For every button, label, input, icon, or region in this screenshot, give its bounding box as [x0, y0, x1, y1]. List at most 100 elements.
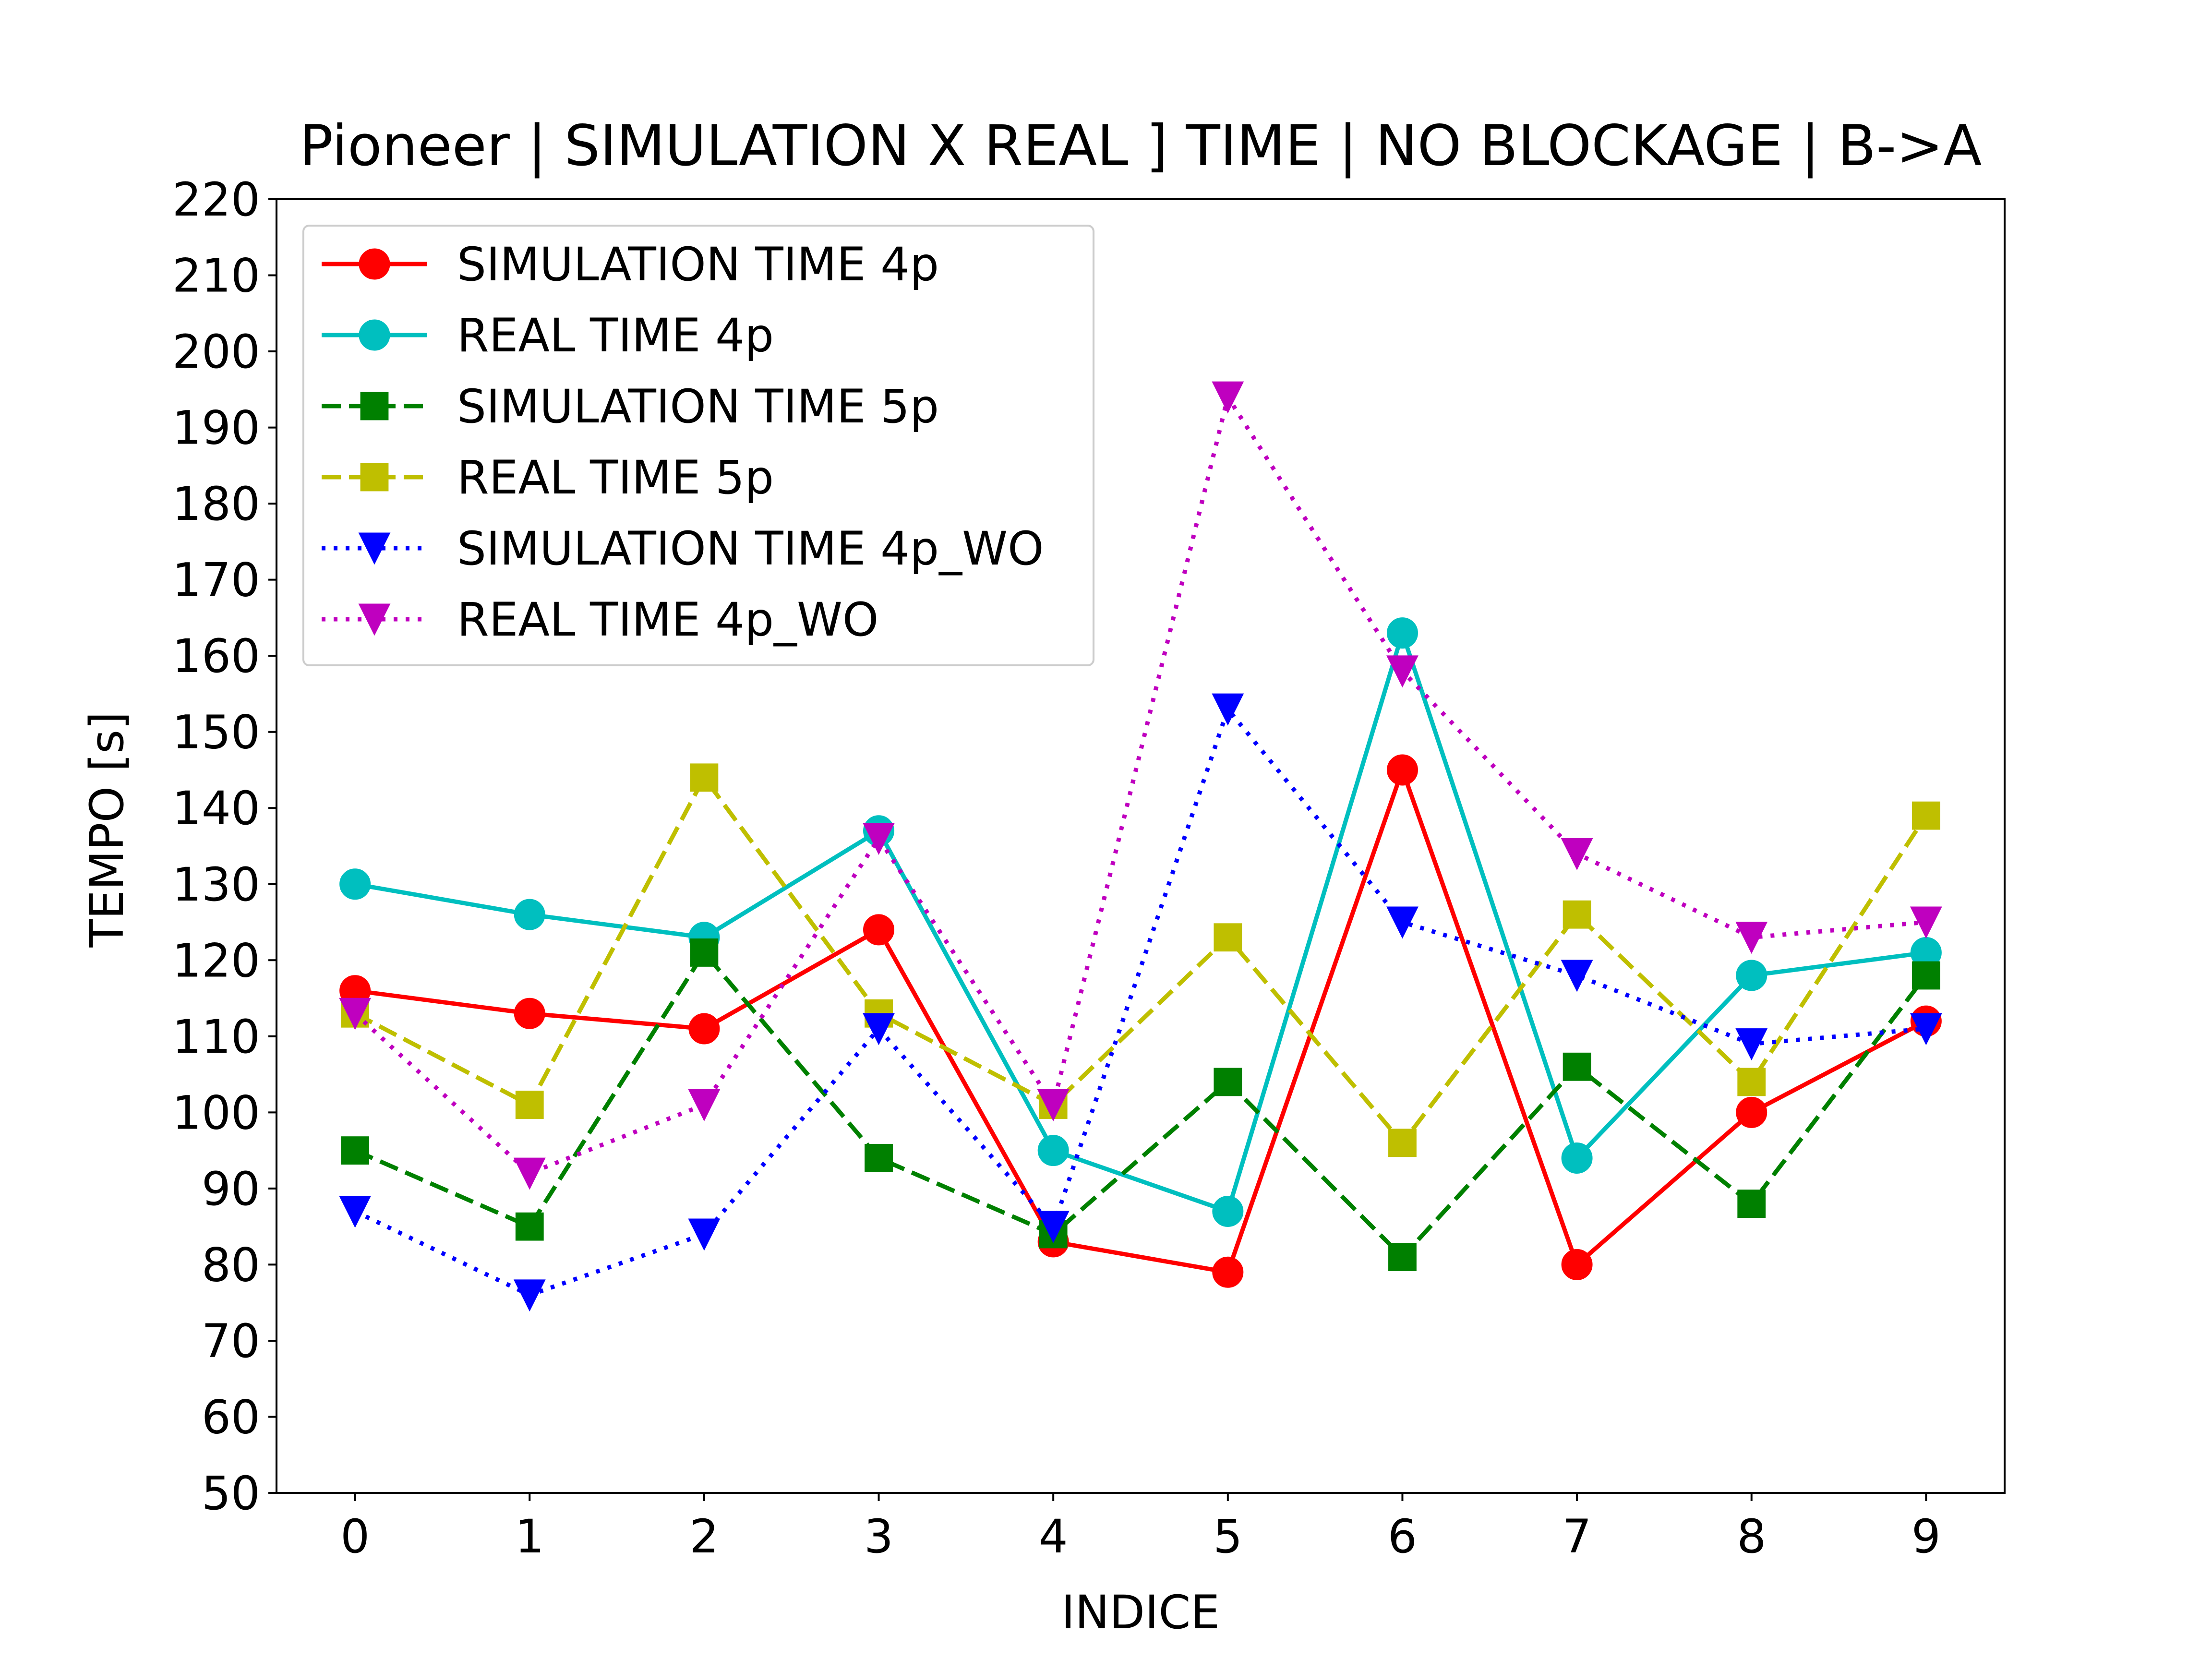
series-group: [339, 693, 1942, 1312]
data-point: [1561, 1142, 1593, 1174]
data-point: [1736, 960, 1767, 991]
data-point: [1910, 906, 1942, 939]
series-line: [354, 775, 1928, 1145]
data-point: [1212, 381, 1244, 414]
y-tick-label: 140: [172, 781, 260, 835]
data-point: [1737, 1068, 1766, 1096]
x-axis-label: INDICE: [1061, 1586, 1220, 1639]
series-line: [355, 768, 1927, 1274]
series-line: [354, 950, 1928, 1260]
data-point: [514, 998, 545, 1029]
legend-marker: [360, 392, 389, 421]
y-tick-label: 200: [172, 325, 260, 379]
legend-item: REAL TIME 5p: [322, 451, 774, 505]
legend-label: SIMULATION TIME 4p_WO: [457, 522, 1044, 576]
data-point: [1386, 754, 1418, 786]
series-group: [341, 938, 1940, 1271]
data-point: [863, 823, 895, 855]
x-axis: 0 1 2 3 4 5 6 7 8 9: [340, 1493, 1941, 1563]
legend-label: REAL TIME 4p_WO: [457, 593, 878, 647]
y-tick-label: 50: [202, 1467, 260, 1520]
data-point: [688, 1013, 720, 1045]
y-tick-label: 110: [172, 1010, 260, 1064]
y-axis-label: TEMPO [s]: [80, 711, 134, 948]
y-tick-label: 160: [172, 629, 260, 683]
legend-box: [302, 225, 1094, 666]
data-point: [1037, 1135, 1069, 1166]
data-point: [1561, 1249, 1593, 1280]
y-tick-label: 80: [202, 1238, 260, 1292]
data-point: [1386, 906, 1419, 939]
y-tick-label: 70: [202, 1314, 260, 1368]
y-tick-label: 220: [172, 173, 260, 227]
data-point: [1214, 923, 1242, 952]
data-point: [1388, 1129, 1417, 1157]
x-tick-label: 0: [340, 1510, 370, 1563]
series-group: [341, 763, 1940, 1157]
data-point: [688, 1218, 721, 1251]
legend-marker: [359, 319, 390, 351]
y-tick-label: 90: [202, 1162, 260, 1216]
legend-marker: [360, 463, 389, 492]
y-tick-label: 210: [172, 249, 260, 303]
legend-item: REAL TIME 4p_WO: [322, 593, 878, 647]
data-point: [1212, 693, 1244, 726]
y-tick-label: 190: [172, 401, 260, 455]
data-point: [1736, 1096, 1767, 1128]
legend-label: REAL TIME 5p: [457, 451, 774, 505]
data-point: [514, 899, 545, 930]
x-tick-label: 8: [1737, 1510, 1766, 1563]
legend-marker: [358, 603, 391, 636]
data-point: [1561, 838, 1593, 870]
legend-marker: [358, 532, 391, 565]
data-point: [1911, 801, 1940, 830]
data-point: [1910, 1013, 1942, 1046]
data-point: [1386, 617, 1418, 649]
legend-marker: [359, 248, 390, 280]
y-tick-label: 180: [172, 477, 260, 531]
data-point: [1386, 655, 1419, 688]
chart-title: Pioneer | SIMULATION X REAL ] TIME | NO …: [300, 113, 1982, 179]
data-point: [1735, 1028, 1768, 1061]
data-point: [865, 1144, 893, 1172]
legend-label: SIMULATION TIME 5p: [457, 380, 939, 433]
y-tick-label: 130: [172, 858, 260, 912]
data-point: [515, 1212, 544, 1241]
x-tick-label: 7: [1563, 1510, 1592, 1563]
data-point: [513, 1279, 546, 1312]
legend-item: REAL TIME 4p: [322, 309, 774, 362]
data-point: [863, 1013, 895, 1046]
data-point: [1212, 1256, 1244, 1288]
x-tick-label: 3: [864, 1510, 893, 1563]
x-tick-label: 4: [1039, 1510, 1068, 1563]
y-tick-label: 150: [172, 706, 260, 759]
legend-item: SIMULATION TIME 5p: [322, 380, 939, 433]
data-point: [1911, 961, 1940, 990]
data-point: [1737, 1190, 1766, 1218]
data-point: [690, 763, 719, 792]
data-point: [863, 914, 895, 946]
y-axis: 50 60 70 80 90 100 110 120 130 140 150 160 170 180 190…: [172, 173, 276, 1520]
series-layer: [339, 381, 1942, 1312]
data-point: [513, 1157, 546, 1190]
y-tick-label: 120: [172, 934, 260, 987]
data-point: [1037, 1089, 1070, 1121]
x-tick-label: 5: [1213, 1510, 1242, 1563]
y-tick-label: 170: [172, 553, 260, 607]
x-tick-label: 9: [1911, 1510, 1941, 1563]
data-point: [339, 998, 372, 1030]
data-point: [688, 1089, 721, 1121]
data-point: [339, 868, 371, 900]
data-point: [1388, 1243, 1417, 1271]
legend: SIMULATION TIME 4p REAL TIME 4p SIMULATION…: [302, 225, 1094, 666]
legend-label: SIMULATION TIME 4p: [457, 238, 939, 291]
legend-label: REAL TIME 4p: [457, 309, 774, 362]
data-point: [1212, 1195, 1244, 1227]
y-tick-label: 60: [202, 1390, 260, 1444]
data-point: [515, 1091, 544, 1119]
data-point: [1563, 1052, 1591, 1081]
data-point: [341, 1136, 370, 1165]
data-point: [1037, 1211, 1070, 1243]
series-group: [339, 381, 1942, 1190]
